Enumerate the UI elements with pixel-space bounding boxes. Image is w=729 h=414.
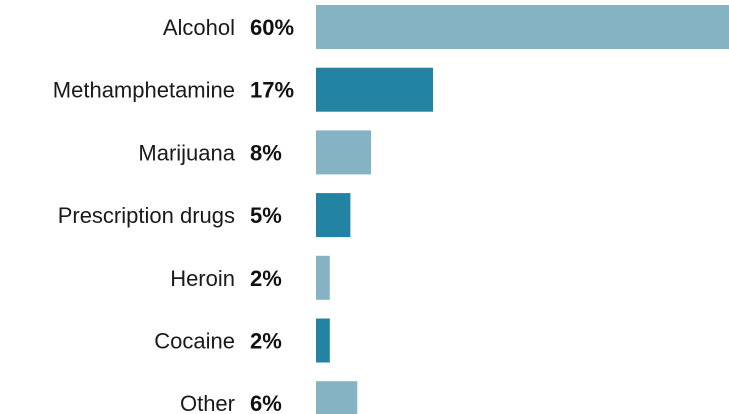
bar-marijuana <box>316 130 372 175</box>
value-label-methamphetamine: 17% <box>250 78 294 103</box>
bar-other <box>316 381 358 414</box>
value-label-prescription-drugs: 5% <box>250 203 282 228</box>
category-label-prescription-drugs: Prescription drugs <box>58 203 235 228</box>
bar-heroin <box>316 255 330 300</box>
value-label-alcohol: 60% <box>250 15 294 40</box>
bar-alcohol <box>316 5 729 49</box>
category-label-alcohol: Alcohol <box>163 15 235 40</box>
bar-methamphetamine <box>316 67 433 112</box>
value-label-cocaine: 2% <box>250 329 282 354</box>
category-label-methamphetamine: Methamphetamine <box>53 78 235 103</box>
value-label-marijuana: 8% <box>250 140 282 165</box>
bar-cocaine <box>316 318 330 363</box>
bar-prescription-drugs <box>316 193 351 238</box>
category-label-marijuana: Marijuana <box>138 140 235 165</box>
category-label-cocaine: Cocaine <box>154 329 235 354</box>
category-label-other: Other <box>180 391 235 414</box>
value-label-heroin: 2% <box>250 266 282 291</box>
category-label-heroin: Heroin <box>170 266 235 291</box>
value-label-other: 6% <box>250 391 282 414</box>
